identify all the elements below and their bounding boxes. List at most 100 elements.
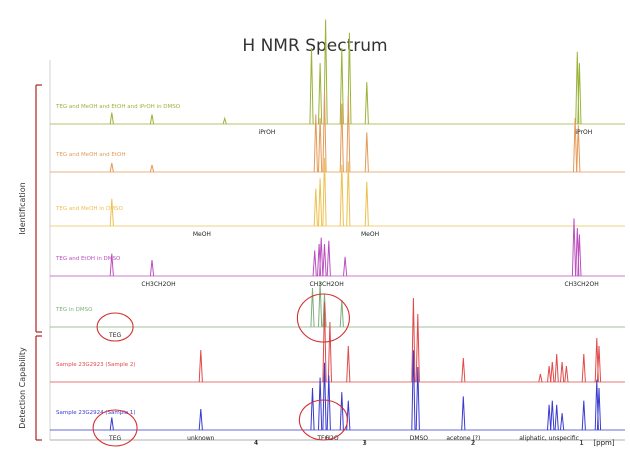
- series-peak: [538, 373, 543, 383]
- series-peak: [109, 112, 114, 125]
- series-trace: [50, 218, 625, 277]
- series-peak: [339, 47, 344, 125]
- series-peak: [309, 47, 314, 125]
- peak-label: iPrOH: [259, 129, 276, 136]
- series-peak: [319, 237, 324, 277]
- series-peak: [576, 125, 581, 173]
- peak-label: iPrOH: [575, 129, 592, 136]
- series-peak: [339, 299, 344, 328]
- series-peak: [554, 404, 559, 431]
- series-peak: [364, 82, 369, 125]
- peak-label: unknown: [187, 435, 214, 442]
- peak-label: DMSO: [410, 435, 429, 442]
- group-label: Identification: [18, 182, 27, 234]
- series-trace: [50, 19, 625, 125]
- series-peak: [347, 32, 352, 125]
- series-peak: [323, 19, 328, 125]
- highlight-circle: [96, 312, 134, 342]
- series-peak: [109, 162, 114, 173]
- series-peak: [550, 361, 555, 383]
- highlight-circle: [298, 399, 348, 441]
- series-peak: [322, 362, 327, 431]
- series-peak: [322, 157, 327, 227]
- group-label: Detection Capability: [18, 347, 27, 429]
- series-peak: [343, 256, 348, 277]
- peak-label: TEG: [108, 332, 121, 339]
- series-peak: [322, 90, 327, 173]
- series-peak: [149, 164, 155, 173]
- series-peak: [411, 350, 416, 431]
- series-peak: [339, 392, 344, 431]
- series-peak: [318, 178, 323, 227]
- peak-label: MeOH: [361, 231, 379, 238]
- series-peak: [318, 281, 323, 328]
- series-peak: [326, 375, 331, 431]
- series-peak: [564, 365, 569, 383]
- series-peak: [149, 114, 155, 125]
- series-trace: [50, 281, 625, 328]
- series-peak: [547, 404, 552, 431]
- peak-label: CH3CH2OH: [310, 281, 344, 288]
- series-trace: [50, 157, 625, 227]
- series-peak: [596, 387, 602, 431]
- series-label: TEG and MeOH and EtOH: [55, 152, 125, 158]
- series-peak: [554, 353, 559, 383]
- series-label: TEG and MeOH in DMSO: [55, 206, 124, 212]
- series-peak: [222, 116, 227, 125]
- series-peak: [198, 408, 203, 431]
- series-label: Sample 23G2923 (Sample 2): [56, 362, 136, 368]
- series-peak: [339, 164, 344, 227]
- series-trace: [50, 350, 625, 431]
- series-peak: [310, 387, 315, 431]
- series-peak: [346, 96, 351, 173]
- series-peak: [310, 287, 315, 328]
- peak-label: TEG: [316, 435, 329, 442]
- highlight-circle: [92, 409, 138, 447]
- series-trace: [50, 90, 625, 173]
- x-tick-label: 3: [362, 439, 366, 447]
- series-peak: [411, 297, 416, 383]
- series-peak: [313, 114, 318, 173]
- series-peak: [318, 117, 323, 173]
- series-label: TEG in DMSO: [55, 307, 93, 313]
- series-peak: [550, 400, 555, 431]
- series-peak: [322, 243, 327, 277]
- series-peak: [198, 349, 203, 383]
- series-peak: [149, 259, 155, 277]
- chart-title: H NMR Spectrum: [242, 36, 388, 56]
- series-peak: [109, 198, 114, 227]
- series-peak: [560, 413, 565, 431]
- x-axis-label: [ppm]: [593, 439, 614, 447]
- series-trace: [50, 297, 625, 383]
- peak-label: aliphatic, unspecific: [519, 435, 579, 442]
- series-peak: [312, 250, 317, 277]
- x-tick-label: 4: [254, 439, 259, 447]
- series-peak: [327, 321, 332, 383]
- series-peak: [346, 345, 351, 383]
- series-peak: [415, 366, 420, 431]
- series-peak: [573, 117, 578, 173]
- peak-label: MeOH: [193, 231, 211, 238]
- series-peak: [339, 103, 344, 173]
- series-peak: [318, 63, 323, 125]
- series-peak: [109, 417, 114, 431]
- series-peak: [461, 357, 466, 383]
- peak-label: CH3CH2OH: [141, 281, 175, 288]
- series-peak: [560, 361, 565, 383]
- series-peak: [547, 365, 552, 383]
- series-peak: [577, 234, 582, 277]
- series-peak: [346, 161, 351, 227]
- series-peak: [461, 396, 466, 431]
- series-peak: [364, 181, 369, 227]
- series-peak: [415, 313, 420, 383]
- series-peak: [109, 253, 114, 277]
- series-label: TEG and MeOH and EtOH and iPrOH in DMSO: [55, 104, 181, 110]
- x-tick-label: 2: [471, 439, 475, 447]
- series-label: TEG and EtOH in DMSO: [55, 256, 121, 262]
- series-peak: [571, 218, 577, 277]
- series-peak: [313, 188, 318, 227]
- series-peak: [326, 240, 331, 277]
- x-tick-label: 1: [579, 439, 583, 447]
